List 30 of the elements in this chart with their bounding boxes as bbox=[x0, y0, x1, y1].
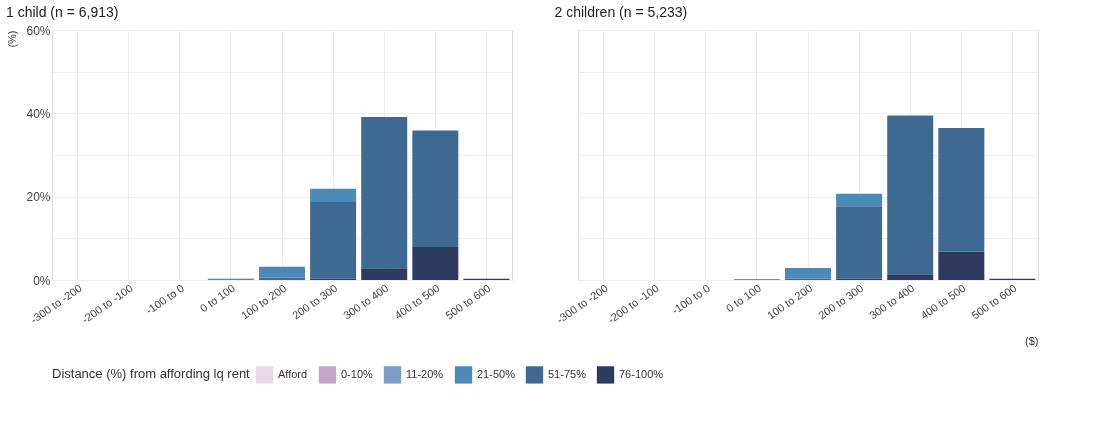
legend-label: 0-10% bbox=[341, 367, 374, 380]
legend-label: 51-75% bbox=[548, 367, 587, 380]
x-tick-label: 500 to 600 bbox=[443, 281, 493, 322]
x-tick-label: 0 to 100 bbox=[197, 281, 238, 315]
x-tick-label: 0 to 100 bbox=[723, 281, 764, 315]
x-tick-label: -100 to 0 bbox=[143, 281, 187, 317]
x-tick-label: 100 to 200 bbox=[238, 281, 289, 322]
y-axis-title: (%) bbox=[5, 30, 18, 48]
x-tick-label: -100 to 0 bbox=[669, 281, 713, 317]
x-tick-label: 400 to 500 bbox=[392, 281, 442, 322]
x-axis-title: ($) bbox=[1025, 334, 1039, 347]
x-tick-label: 200 to 300 bbox=[815, 281, 866, 322]
y-tick-label: 60% bbox=[26, 23, 51, 38]
legend-label: 11-20% bbox=[406, 367, 444, 380]
x-tick-label: 500 to 600 bbox=[969, 281, 1019, 322]
legend-title: Distance (%) from affording lq rent bbox=[52, 366, 251, 381]
y-tick-label: 40% bbox=[26, 106, 51, 121]
x-tick-label: -300 to -200 bbox=[554, 281, 610, 326]
x-tick-label: 200 to 300 bbox=[289, 281, 340, 322]
chart-title: 2 children (n = 5,233) bbox=[554, 4, 688, 20]
chart-title: 1 child (n = 6,913) bbox=[6, 4, 119, 20]
y-tick-label: 20% bbox=[26, 190, 51, 205]
x-tick-label: 100 to 200 bbox=[764, 281, 815, 322]
y-tick-label: 0% bbox=[33, 273, 51, 288]
legend-label: 21-50% bbox=[477, 367, 516, 380]
legend-label: 76-100% bbox=[619, 367, 664, 380]
legend-label: Afford bbox=[278, 367, 308, 380]
x-tick-label: 400 to 500 bbox=[918, 281, 968, 322]
x-tick-label: 300 to 400 bbox=[341, 281, 391, 322]
x-tick-label: 300 to 400 bbox=[867, 281, 917, 322]
